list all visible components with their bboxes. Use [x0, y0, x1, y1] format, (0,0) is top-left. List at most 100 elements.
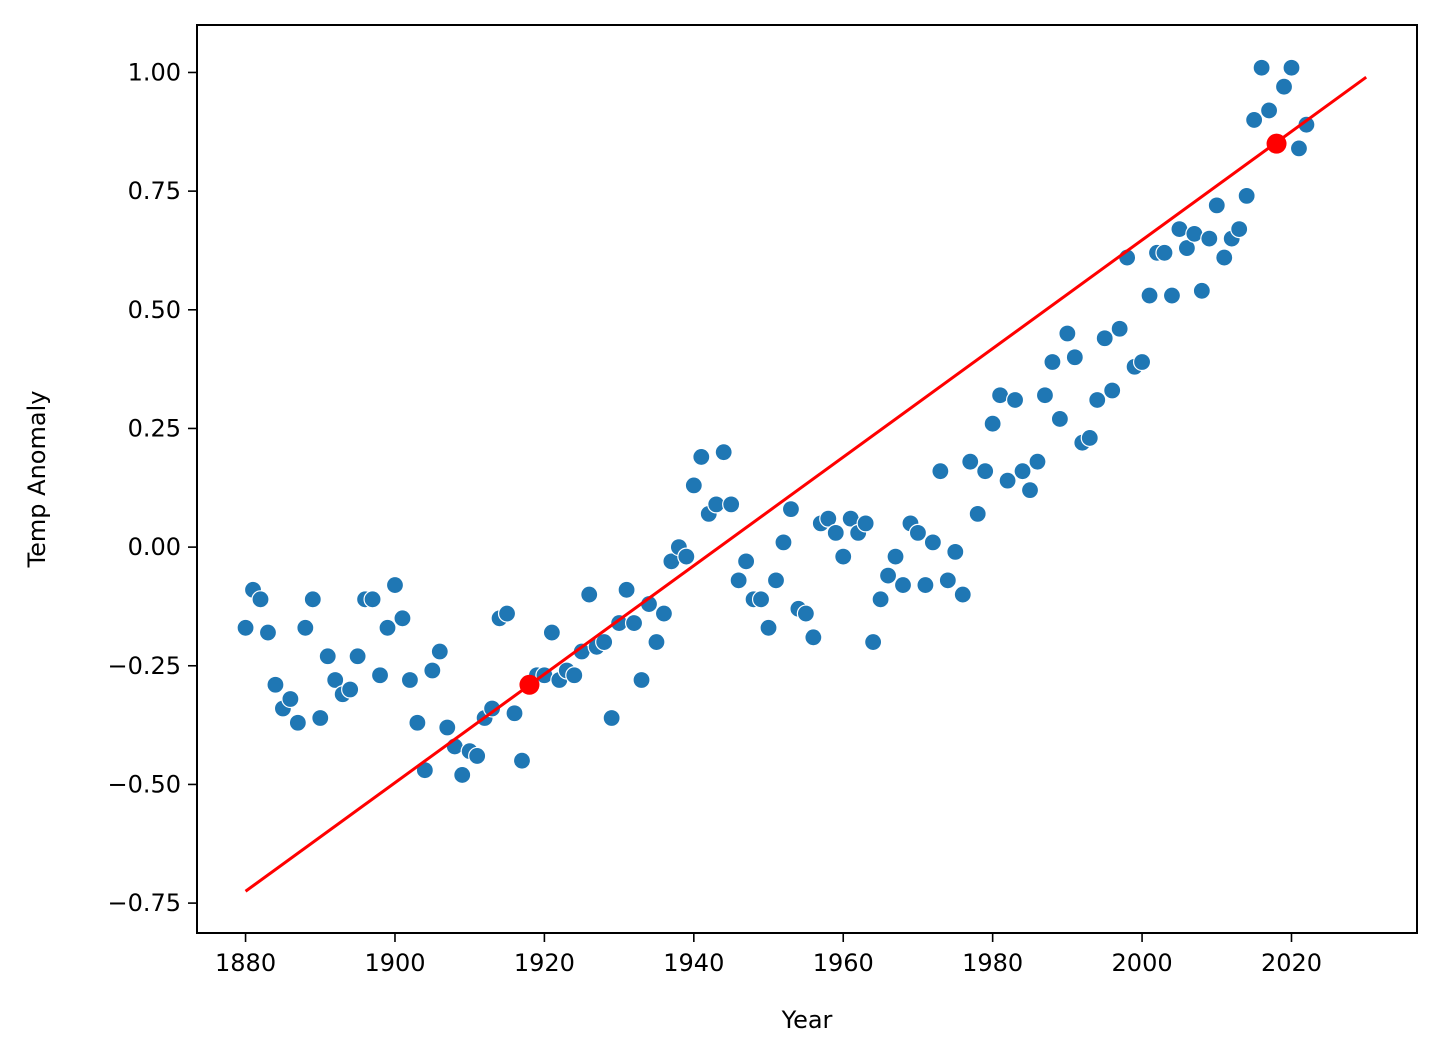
x-tick-label: 1880: [215, 949, 276, 977]
data-point: [923, 533, 942, 552]
data-point: [908, 523, 928, 542]
x-tick-label: 1980: [962, 949, 1023, 977]
data-point: [722, 495, 741, 514]
data-point: [766, 571, 786, 590]
data-point: [1155, 243, 1174, 262]
data-point: [1058, 324, 1077, 343]
data-point: [1274, 77, 1294, 96]
data-point: [258, 623, 278, 642]
data-point: [453, 765, 472, 785]
data-point: [251, 590, 270, 609]
data-point: [288, 713, 307, 732]
y-tick-label: 0.00: [128, 533, 181, 561]
data-point: [1177, 238, 1197, 258]
data-point: [393, 609, 412, 628]
data-point: [512, 751, 532, 770]
highlight-point: [1266, 133, 1287, 154]
data-point: [1230, 220, 1249, 239]
data-point: [281, 689, 300, 709]
data-point: [1005, 390, 1025, 410]
data-point: [1140, 286, 1159, 305]
data-point: [370, 666, 390, 685]
data-point: [856, 514, 875, 533]
data-point: [318, 647, 337, 666]
data-point: [1297, 115, 1316, 134]
data-point: [1259, 101, 1279, 120]
data-point: [878, 566, 898, 585]
x-tick-label: 1960: [813, 949, 874, 977]
y-axis-title: Temp Anomaly: [23, 391, 51, 569]
data-point: [1200, 229, 1219, 248]
data-point: [1237, 186, 1256, 205]
data-point: [759, 618, 778, 637]
x-tick-label: 1900: [364, 949, 425, 977]
highlight-point: [519, 674, 540, 695]
data-point: [1035, 386, 1055, 405]
data-point: [796, 604, 815, 623]
data-point: [624, 613, 644, 633]
y-tick-label: −0.25: [107, 652, 181, 680]
data-point: [692, 447, 711, 467]
data-point: [1192, 281, 1211, 300]
data-point: [363, 590, 382, 609]
x-axis-title: Year: [781, 1006, 833, 1034]
data-point: [303, 590, 322, 609]
data-point: [1103, 381, 1122, 400]
data-point: [311, 708, 330, 728]
data-point: [864, 632, 883, 652]
data-point: [1088, 390, 1107, 410]
x-tick-label: 2000: [1112, 949, 1173, 977]
data-point: [348, 647, 367, 666]
data-point: [430, 642, 449, 661]
data-point: [804, 628, 823, 647]
data-point: [1289, 139, 1309, 158]
data-point: [1013, 462, 1032, 481]
y-tick-label: 0.50: [128, 296, 181, 324]
data-point: [781, 500, 801, 519]
data-point: [931, 462, 950, 481]
data-point: [1282, 58, 1301, 77]
data-point: [677, 547, 696, 566]
data-point: [1245, 110, 1264, 130]
axis-ticks: 1880 1900 1920 1940 1960 1980 2000 2020 −0.75 −0.…: [107, 58, 1322, 977]
y-tick-label: 1.00: [128, 58, 181, 86]
data-point: [1080, 428, 1099, 448]
data-point: [497, 604, 517, 623]
data-point: [961, 452, 980, 471]
x-tick-label: 1920: [514, 949, 575, 977]
data-point: [1043, 352, 1062, 372]
data-point: [1050, 409, 1069, 429]
data-point: [1028, 452, 1047, 471]
data-point: [595, 632, 614, 652]
data-point: [632, 670, 651, 690]
data-point: [983, 414, 1002, 433]
data-point: [774, 533, 793, 552]
data-point: [938, 571, 957, 590]
data-point: [423, 661, 442, 680]
data-point: [580, 585, 599, 604]
data-point: [542, 623, 561, 642]
data-point: [408, 713, 427, 732]
data-point: [1207, 196, 1226, 215]
x-tick-label: 1940: [663, 949, 724, 977]
data-points: [236, 58, 1316, 785]
data-point: [378, 618, 397, 637]
data-point: [998, 471, 1017, 490]
data-point: [341, 680, 360, 699]
plot-frame: [196, 24, 1418, 934]
data-point: [1095, 329, 1114, 348]
data-point: [953, 585, 972, 604]
data-point: [1162, 286, 1182, 305]
data-point: [976, 462, 995, 481]
data-point: [714, 443, 733, 462]
data-point: [886, 547, 905, 566]
y-tick-label: −0.75: [107, 889, 181, 917]
data-point: [737, 552, 756, 571]
trend-line: [244, 75, 1368, 893]
data-point: [826, 523, 845, 542]
data-point: [751, 590, 771, 609]
data-point: [893, 575, 913, 595]
data-point: [871, 590, 890, 609]
y-tick-label: 0.75: [128, 177, 181, 205]
